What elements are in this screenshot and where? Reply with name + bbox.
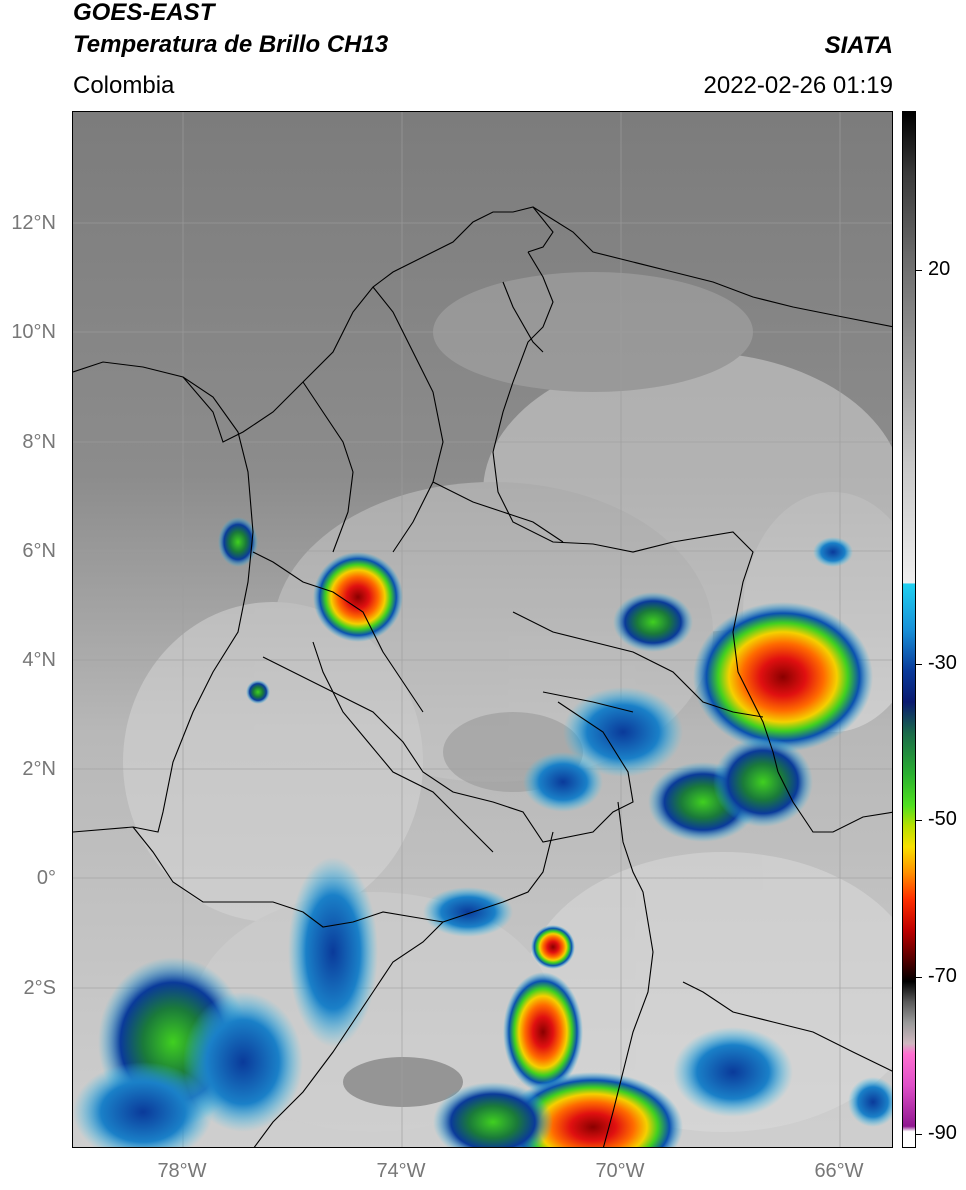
product-title: Temperatura de Brillo CH13 [73,31,389,58]
lat-label-10N: 10°N [11,321,56,343]
lon-label-66W: 66°W [814,1160,864,1182]
cbar-tick-m90 [916,1134,922,1135]
lat-label-8N: 8°N [22,431,56,453]
organization-label: SIATA [824,32,893,59]
lat-label-6N: 6°N [22,540,56,562]
lon-label-74W: 74°W [376,1160,426,1182]
convective-cells [73,517,892,1147]
lat-label-0: 0° [36,867,56,889]
cbar-tick-m30 [916,664,922,665]
lat-label-2N: 2°N [22,758,56,780]
cbar-label-m30: -30 [928,652,957,674]
cbar-label-20: 20 [928,258,951,280]
satellite-map [72,111,893,1148]
lat-label-4N: 4°N [22,649,56,671]
region-label: Colombia [73,72,175,99]
lon-label-78W: 78°W [157,1160,207,1182]
cbar-tick-m70 [916,977,922,978]
cbar-tick-m50 [916,820,922,821]
temperature-colorbar [902,111,916,1148]
lat-label-2S: 2°S [23,977,56,999]
map-canvas [73,112,892,1147]
satellite-title: GOES-EAST [73,0,215,26]
cbar-tick-20 [916,270,922,271]
timestamp: 2022-02-26 01:19 [703,72,894,99]
cbar-label-m50: -50 [928,808,957,830]
cbar-label-m70: -70 [928,965,957,987]
lat-label-12N: 12°N [11,212,56,234]
cbar-label-m90: -90 [928,1122,957,1144]
boundaries [73,206,892,1147]
lon-label-70W: 70°W [595,1160,645,1182]
